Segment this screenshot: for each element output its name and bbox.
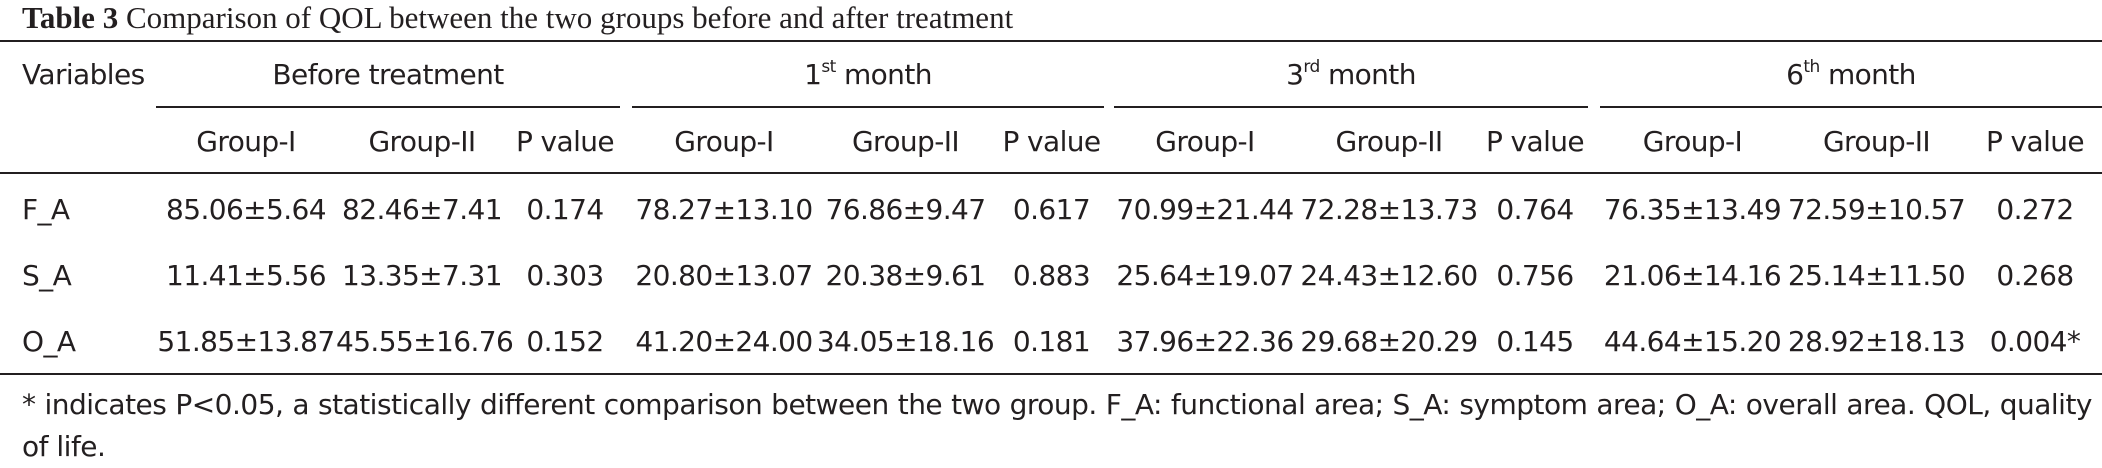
table-cell: 0.268 [1996,259,2074,292]
table-cell: 28.92±18.13 [1787,325,1966,358]
row-label: F_A [22,193,70,226]
table-title: Table 3 Comparison of QOL between the tw… [22,0,1013,36]
table-cell: 21.06±14.16 [1603,259,1782,292]
table-cell: 0.756 [1496,259,1574,292]
subcolumn-header: Group-II [1822,125,1931,158]
period-header-unit: month [835,58,932,91]
table-cell: 85.06±5.64 [166,193,327,226]
table-cell: 25.14±11.50 [1787,259,1966,292]
period-header-rule [1114,106,1588,108]
table-cell: 0.152 [526,325,604,358]
table-cell: 0.617 [1012,193,1091,226]
table-cell: 41.20±24.00 [635,325,813,358]
subcolumn-header: Group-I [1155,125,1255,158]
variables-header: Variables [22,58,145,91]
table-cell: 34.05±18.16 [816,325,995,358]
table-cell: 44.64±15.20 [1603,325,1782,358]
table-cell: 20.80±13.07 [635,259,813,292]
table-cell: 37.96±22.36 [1116,325,1294,358]
table-cell: 0.004* [1989,325,2081,358]
table-cell: 0.181 [1012,325,1091,358]
subcolumn-header: Group-II [368,125,476,158]
subcolumn-header: P value [1985,125,2085,158]
table-cell: 20.38±9.61 [825,259,987,292]
period-header-rule [1600,106,2102,108]
subcolumn-header: Group-I [674,125,774,158]
table-cell: 51.85±13.87 [157,325,335,358]
table-cell: 0.145 [1496,325,1574,358]
period-header-unit: month [1819,58,1916,91]
table-cell: 72.28±13.73 [1300,193,1478,226]
table-cell: 82.46±7.41 [342,193,503,226]
table-cell: 76.86±9.47 [825,193,987,226]
period-header-rule [156,106,620,108]
table-cell: 45.55±16.76 [336,325,514,358]
table-cell: 0.764 [1496,193,1574,226]
table-cell: 11.41±5.56 [166,259,327,292]
top-rule [0,40,2102,42]
table-cell: 76.35±13.49 [1603,193,1782,226]
period-header-unit: month [1319,58,1416,91]
subcolumn-header: Group-I [1642,125,1743,158]
period-header: 3rd month [1114,58,1588,92]
table-caption: Comparison of QOL between the two groups… [125,0,1014,35]
period-header-rule [632,106,1104,108]
subcolumn-header: P value [1485,125,1585,158]
period-header: 1st month [632,58,1104,92]
table-cell: 0.272 [1996,193,2074,226]
table-cell: 25.64±19.07 [1116,259,1294,292]
period-header-base: 3 [1286,58,1304,91]
table-cell: 13.35±7.31 [342,259,503,292]
header-bottom-rule [0,172,2102,174]
subcolumn-header: P value [1002,125,1101,158]
row-label: S_A [22,259,72,292]
bottom-rule [0,373,2102,375]
table-cell: 24.43±12.60 [1300,259,1478,292]
table-cell: 78.27±13.10 [635,193,813,226]
subcolumn-header: Group-I [196,125,296,158]
subcolumn-header: P value [515,125,615,158]
table-cell: 72.59±10.57 [1787,193,1966,226]
period-header-base: 1 [804,58,822,91]
table-cell: 0.174 [526,193,604,226]
subcolumn-header: Group-II [1335,125,1443,158]
table-label: Table 3 [22,0,119,35]
period-header: Before treatment [156,58,620,92]
period-header-ordinal: th [1803,56,1820,77]
row-label: O_A [22,325,76,358]
subcolumn-header: Group-II [851,125,960,158]
period-header-base: Before treatment [272,58,504,91]
table-cell: 0.883 [1012,259,1091,292]
table-footnote: * indicates P<0.05, a statistically diff… [22,388,2093,463]
period-header-ordinal: rd [1303,56,1320,77]
period-header-base: 6 [1786,58,1804,91]
table-cell: 0.303 [526,259,604,292]
table-cell: 29.68±20.29 [1300,325,1478,358]
table-cell: 70.99±21.44 [1116,193,1294,226]
period-header: 6th month [1600,58,2102,92]
period-header-ordinal: st [821,56,836,77]
